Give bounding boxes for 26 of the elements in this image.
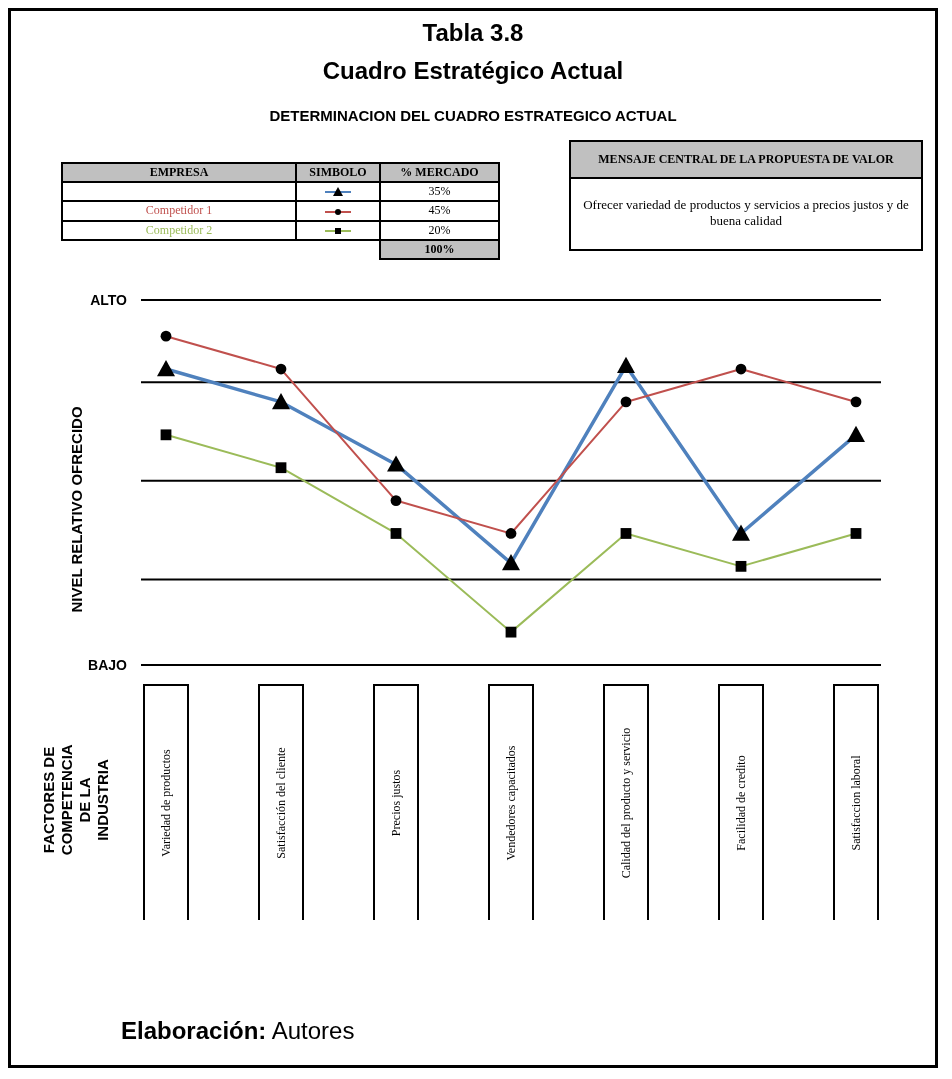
text: % MERCADO <box>380 163 499 182</box>
text: 45% <box>380 201 499 221</box>
chart-title: Tabla 3.8 <box>421 19 525 47</box>
text: SIMBOLO <box>296 163 380 182</box>
text: 100% <box>380 239 499 259</box>
ref-line-label: ALTO <box>90 291 128 308</box>
y-axis-title: NIVEL RELATIVO OFRECIDO <box>67 406 85 613</box>
text: FACTORES DE COMPETENCIA DE LA INDUSTRIA <box>40 744 112 855</box>
x-tick-label: Calidad del producto y servicio <box>619 727 633 879</box>
text: 20% <box>380 220 499 240</box>
x-tick-label: Precios justos <box>389 769 403 836</box>
text: 35% <box>380 182 499 202</box>
x-tick-label: Vendedores capacitados <box>504 744 518 861</box>
chart-subtitle: Cuadro Estratégico Actual <box>321 57 625 85</box>
x-tick-label: Facilidad de credito <box>734 755 748 851</box>
text: Ofrecer variedad de productos y servicios a precios justos y de buena calidad <box>582 196 910 230</box>
text: Elaboración: Autores <box>121 1017 355 1045</box>
text: MENSAJE CENTRAL DE LA PROPUESTA DE VALOR <box>571 142 921 179</box>
x-tick-label: Variedad de productos <box>159 748 173 857</box>
text: EMPRESA <box>62 163 296 182</box>
text: Competidor 2 <box>62 220 296 240</box>
ref-line-label: BAJO <box>88 656 128 673</box>
text: Competidor 1 <box>62 201 296 221</box>
x-tick-label: Satisfaccion laboral <box>849 754 863 851</box>
text: DETERMINACION DEL CUADRO ESTRATEGICO ACTUAL <box>268 107 678 124</box>
x-tick-label: Satisfacción del cliente <box>274 747 288 859</box>
